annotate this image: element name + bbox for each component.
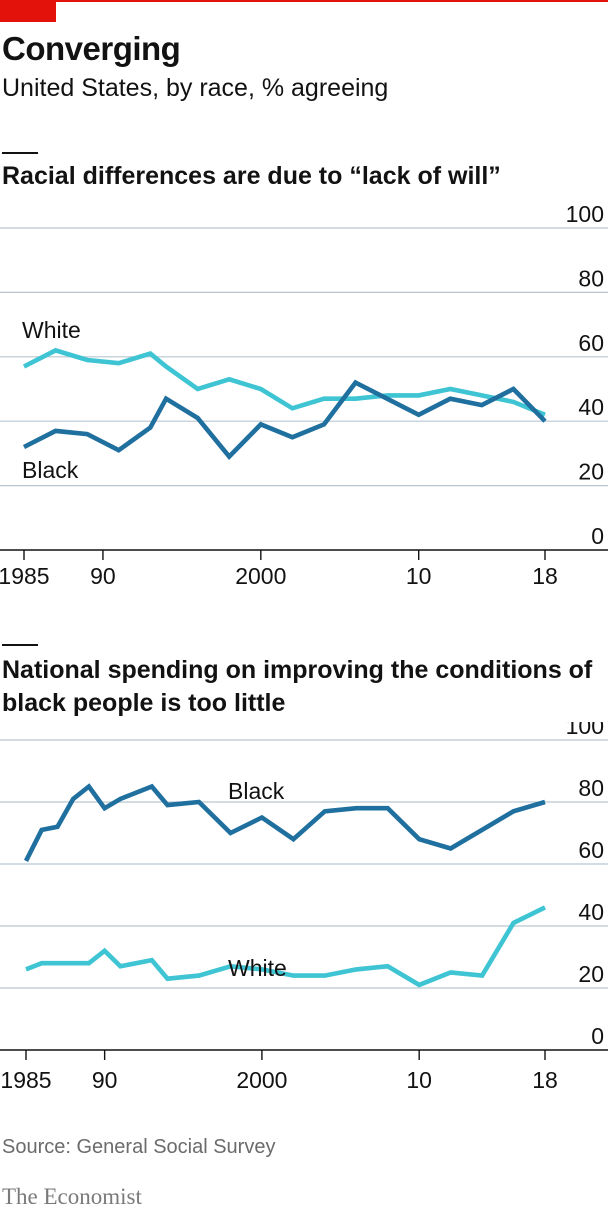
x-tick-label: 2000 bbox=[236, 1067, 287, 1093]
x-tick-label: 10 bbox=[406, 563, 432, 589]
panel-1-marker bbox=[2, 152, 38, 154]
top-accent-rule bbox=[0, 0, 608, 2]
series-line-black bbox=[23, 783, 546, 862]
y-tick-label: 40 bbox=[578, 899, 604, 925]
panel-2-chart: 0 20 40 60 80 100 1985 90 2000 10 18 Black White bbox=[0, 722, 608, 1093]
y-tick-label: 100 bbox=[566, 722, 604, 739]
y-tick-label: 20 bbox=[578, 961, 604, 987]
series-label-white: White bbox=[22, 317, 81, 343]
x-tick-label: 90 bbox=[90, 563, 116, 589]
y-tick-label: 60 bbox=[578, 837, 604, 863]
chart-subtitle: United States, by race, % agreeing bbox=[2, 74, 389, 102]
x-tick-label: 18 bbox=[532, 1067, 558, 1093]
y-tick-label: 0 bbox=[591, 1023, 604, 1049]
y-tick-label: 100 bbox=[566, 201, 604, 227]
x-tick-label: 90 bbox=[92, 1067, 118, 1093]
panel-2-title: National spending on improving the condi… bbox=[2, 656, 593, 717]
series-label-black: Black bbox=[22, 457, 79, 483]
x-tick-label: 18 bbox=[532, 563, 558, 589]
brand-logo: The Economist bbox=[2, 1184, 142, 1209]
y-tick-label: 40 bbox=[578, 394, 604, 420]
x-tick-label: 2000 bbox=[235, 563, 286, 589]
y-tick-label: 80 bbox=[578, 775, 604, 801]
y-tick-label: 80 bbox=[578, 265, 604, 291]
brand-red-tab bbox=[0, 0, 56, 22]
panel-2-marker bbox=[2, 644, 38, 646]
series-line-black bbox=[22, 379, 547, 461]
series-label-white: White bbox=[228, 955, 287, 981]
x-tick-label: 1985 bbox=[0, 563, 50, 589]
y-tick-label: 0 bbox=[591, 523, 604, 549]
series-label-black: Black bbox=[228, 778, 285, 804]
panel-1-chart: 0 20 40 60 80 100 1985 90 2000 10 18 White Black bbox=[0, 201, 608, 589]
series-line-white bbox=[25, 905, 547, 988]
x-tick-label: 1985 bbox=[0, 1067, 51, 1093]
y-tick-label: 60 bbox=[578, 330, 604, 356]
panel-1-title: Racial differences are due to “lack of w… bbox=[2, 162, 501, 190]
source-note: Source: General Social Survey bbox=[2, 1136, 276, 1158]
series-line-white bbox=[22, 347, 546, 417]
x-tick-label: 10 bbox=[406, 1067, 432, 1093]
chart-title: Converging bbox=[2, 30, 181, 67]
y-tick-label: 20 bbox=[578, 459, 604, 485]
